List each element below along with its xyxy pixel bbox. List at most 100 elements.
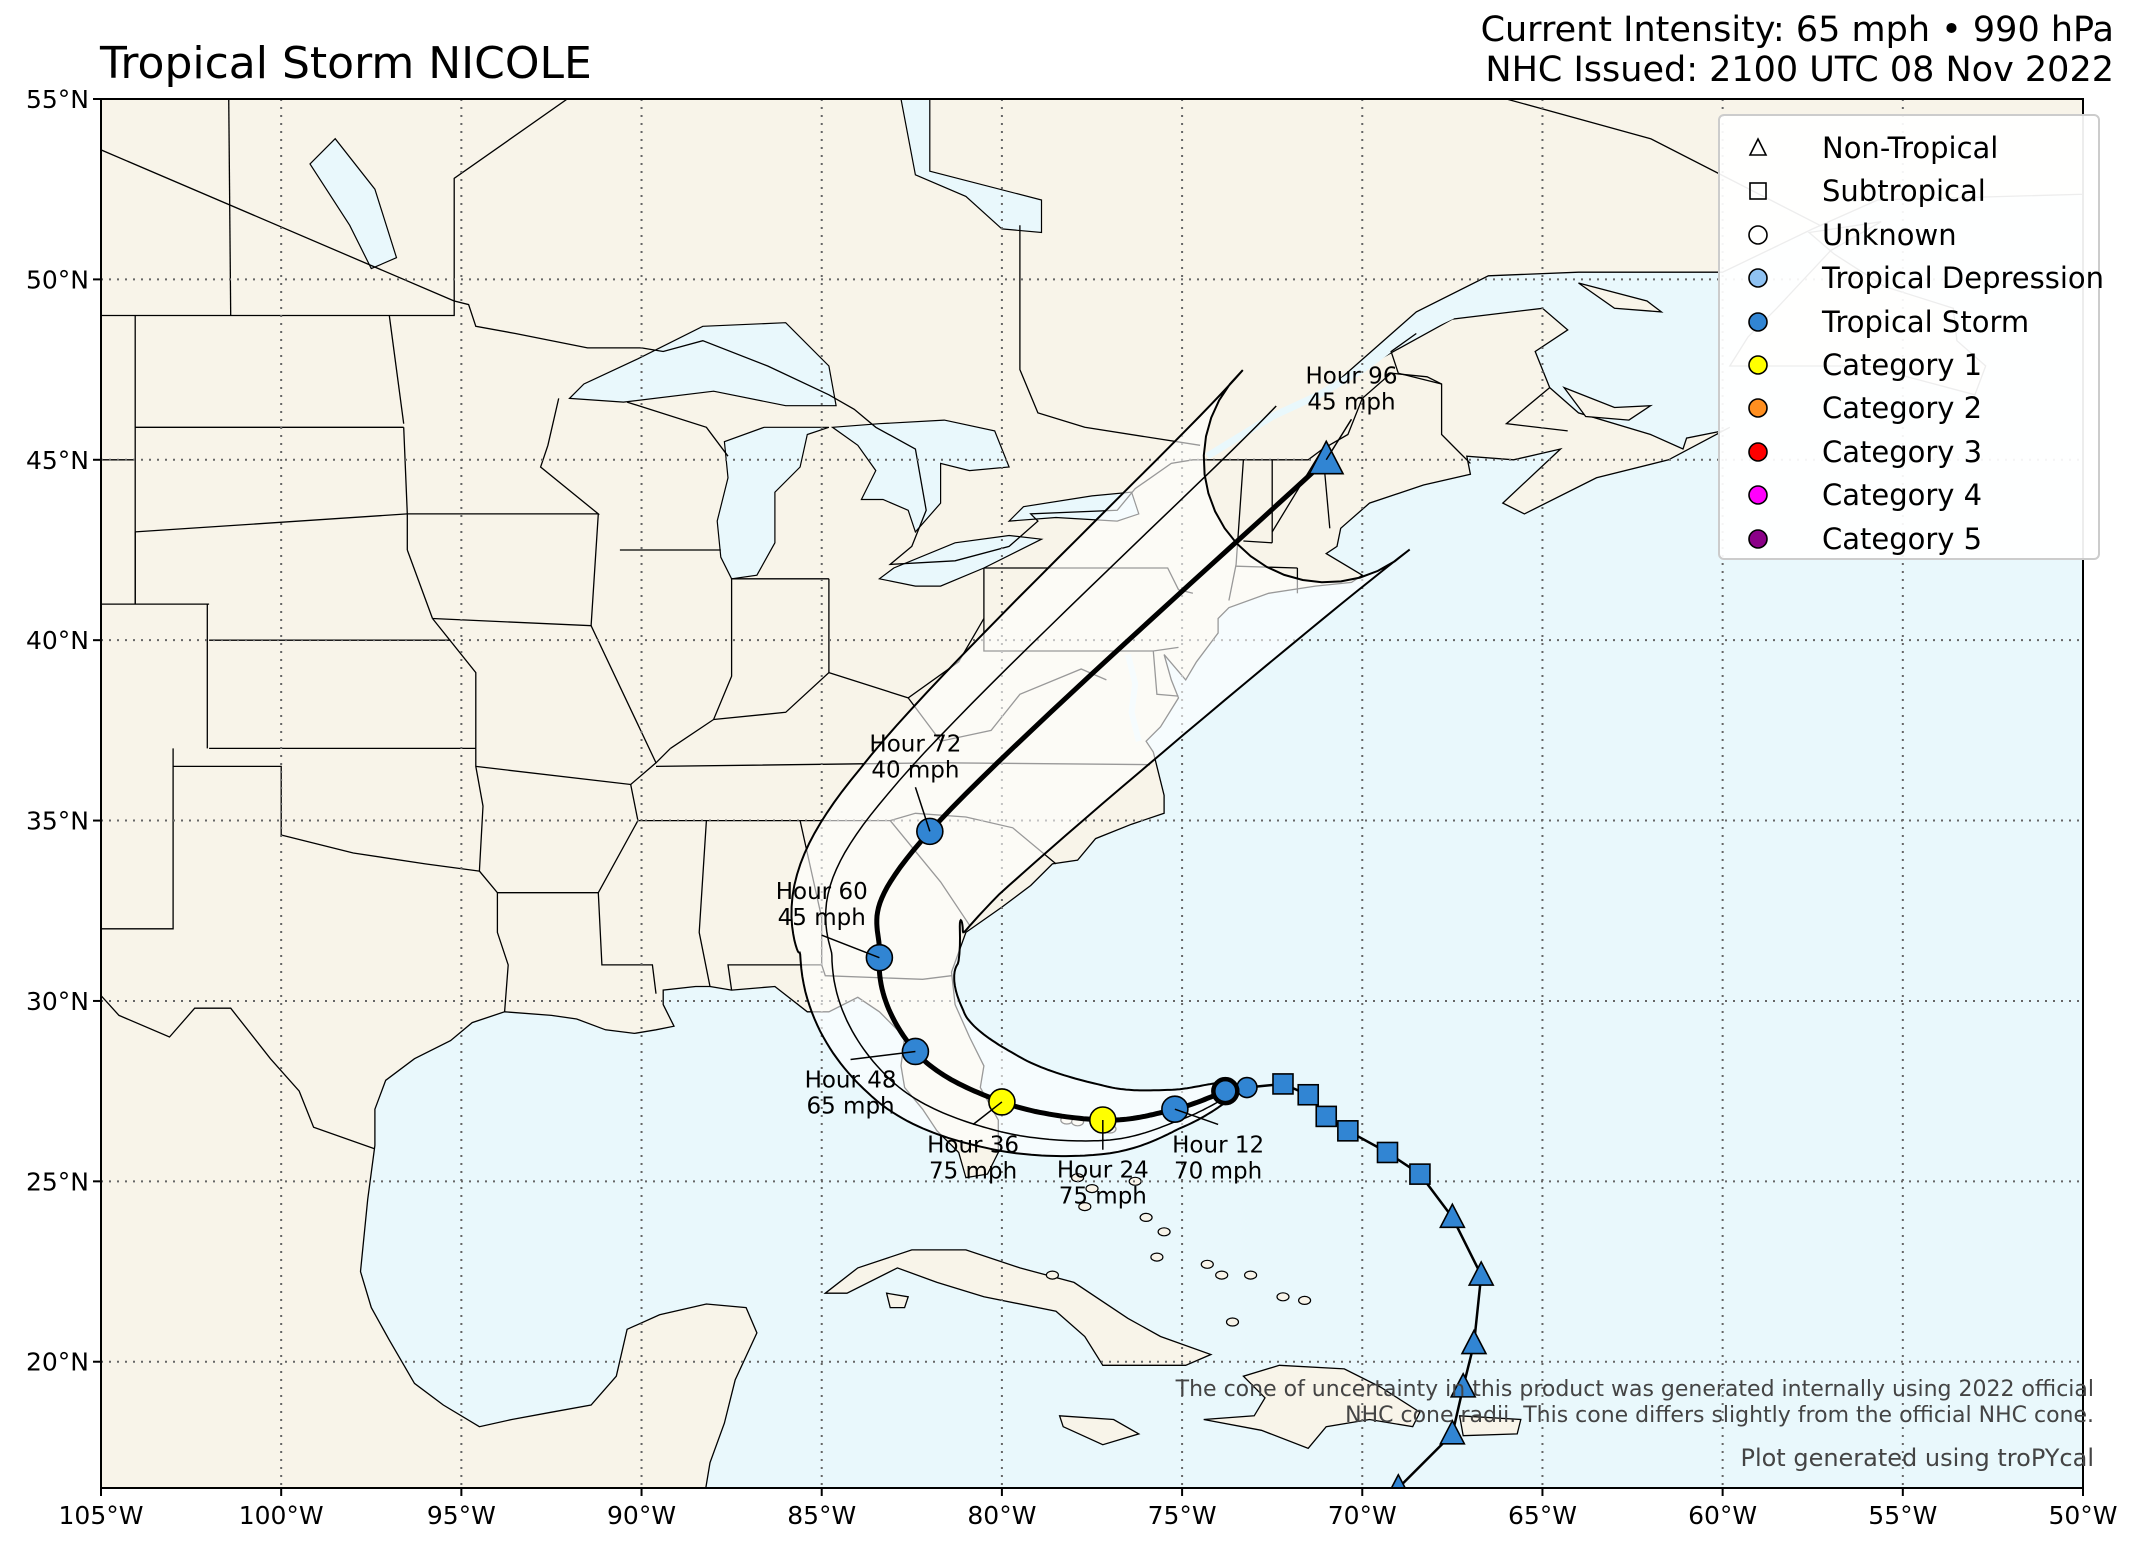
legend-label: Category 3 <box>1822 434 1983 469</box>
forecast-wind-label: 45 mph <box>778 905 866 931</box>
circle-icon <box>1748 441 1768 462</box>
lon-tick-label: 85°W <box>787 1501 856 1530</box>
lon-tick-label: 70°W <box>1328 1501 1397 1530</box>
label-leader-line <box>1325 418 1353 461</box>
label-leader-line <box>1174 1108 1219 1126</box>
admin-border <box>1504 387 1568 432</box>
legend-item-subtropical: Subtropical <box>1720 171 2098 211</box>
lon-tick-label: 60°W <box>1688 1501 1757 1530</box>
bahamas-island <box>1139 1212 1153 1223</box>
forecast-point-marker <box>1308 439 1345 475</box>
bahamas-island <box>1150 1252 1164 1262</box>
admin-border <box>1243 540 1273 544</box>
admin-border <box>281 834 480 872</box>
lat-tick-label: 30°N <box>26 987 89 1016</box>
lon-tick-label: 105°W <box>59 1501 144 1530</box>
forecast-wind-label: 45 mph <box>1307 389 1395 415</box>
past-track-marker <box>1409 1163 1431 1185</box>
legend-label: Unknown <box>1822 217 1957 252</box>
map-frame <box>100 98 2084 1489</box>
bahamas-island <box>1078 1201 1092 1212</box>
past-track-marker <box>1376 1141 1399 1164</box>
axis-ticks: 105°W 100°W 95°W 90°W 85°W 80°W 75°W 70°W 65°W 60… <box>26 85 2118 1530</box>
circle-icon <box>1748 311 1768 332</box>
forecast-hour-label: Hour 12 <box>1172 1132 1264 1158</box>
forecast-hour-label: Hour 24 <box>1057 1158 1149 1184</box>
storm-title: Tropical Storm NICOLE <box>100 38 592 89</box>
st-lawrence-river <box>1205 312 1454 460</box>
jamaica-land <box>1058 1415 1141 1446</box>
lake-winnipeg <box>309 137 398 270</box>
forecast-hour-label: Hour 36 <box>927 1132 1019 1158</box>
legend-item-unknown: Unknown <box>1720 215 2098 255</box>
legend-label: Subtropical <box>1822 174 1986 209</box>
legend: Non-Tropical Subtropical Unknown Tropical D… <box>1718 114 2104 560</box>
past-track-marker <box>1449 1372 1477 1398</box>
admin-border <box>626 401 729 457</box>
past-track-marker <box>1439 1202 1466 1229</box>
pei-land <box>1562 386 1653 421</box>
lon-tick-label: 50°W <box>2048 1501 2117 1530</box>
label-leader-line <box>914 787 931 832</box>
legend-item-category-1: Category 1 <box>1720 345 2098 385</box>
bahamas-island <box>1276 1292 1290 1302</box>
label-leader-line <box>821 934 880 959</box>
lake-superior <box>568 322 837 407</box>
admin-border <box>1019 225 1201 446</box>
nhc-issued-time: NHC Issued: 2100 UTC 08 Nov 2022 <box>1485 50 2114 90</box>
admin-border <box>406 549 434 619</box>
cone-outline <box>790 369 1411 1158</box>
legend-item-category-3: Category 3 <box>1720 432 2098 472</box>
legend-label: Tropical Depression <box>1822 261 2105 296</box>
hispaniola-land <box>1203 1364 1421 1450</box>
forecast-wind-label: 65 mph <box>806 1094 894 1120</box>
legend-label: Category 4 <box>1822 478 1983 513</box>
circle-icon <box>1748 224 1768 245</box>
forecast-wind-label: 70 mph <box>1174 1158 1262 1184</box>
circle-icon <box>1748 398 1768 419</box>
lon-tick-label: 75°W <box>1148 1501 1217 1530</box>
past-track-marker <box>1297 1083 1320 1106</box>
legend-item-category-5: Category 5 <box>1720 519 2098 559</box>
forecast-hour-label: Hour 96 <box>1305 363 1397 389</box>
james-bay <box>900 99 1043 234</box>
lon-tick-label: 55°W <box>1868 1501 1937 1530</box>
triangle-icon <box>1748 137 1768 156</box>
bahamas-island <box>1085 1183 1099 1194</box>
anticosti-land <box>1578 282 1664 313</box>
admin-border <box>670 578 733 749</box>
label-leader-line <box>850 1050 916 1061</box>
bahamas-island <box>1243 1270 1258 1280</box>
legend-item-category-4: Category 4 <box>1720 475 2098 515</box>
lon-tick-label: 95°W <box>427 1501 496 1530</box>
bahamas-island <box>1225 1317 1240 1327</box>
legend-label: Category 5 <box>1822 521 1983 556</box>
bahamas-island <box>1157 1227 1171 1237</box>
lon-tick-label: 80°W <box>967 1501 1036 1530</box>
bahamas-island <box>1200 1259 1214 1269</box>
circle-icon <box>1748 355 1768 375</box>
admin-border <box>135 513 408 533</box>
legend-item-non-tropical: Non-Tropical <box>1720 128 2098 168</box>
admin-border <box>431 618 477 749</box>
forecast-wind-label: 40 mph <box>871 757 959 783</box>
forecast-wind-label: 75 mph <box>1059 1184 1147 1210</box>
admin-border <box>228 99 232 316</box>
past-track-marker <box>1390 1473 1407 1488</box>
cone-of-uncertainty <box>790 369 1411 1158</box>
legend-item-tropical-storm: Tropical Storm <box>1720 302 2098 342</box>
forecast-hour-label: Hour 60 <box>776 879 868 905</box>
lat-tick-label: 40°N <box>26 626 89 655</box>
circle-icon <box>1748 528 1768 549</box>
lat-tick-label: 20°N <box>26 1348 89 1377</box>
forecast-hour-label: Hour 72 <box>869 731 961 757</box>
admin-border <box>453 99 569 301</box>
admin-border <box>1390 332 1442 385</box>
lat-tick-label: 35°N <box>26 807 89 836</box>
circle-icon <box>1748 485 1768 505</box>
puerto-rico-land <box>1458 1415 1522 1437</box>
isla-juventud-land <box>885 1292 910 1309</box>
legend-label: Category 1 <box>1822 348 1983 382</box>
past-track-marker <box>1460 1328 1488 1355</box>
admin-border <box>597 784 657 994</box>
